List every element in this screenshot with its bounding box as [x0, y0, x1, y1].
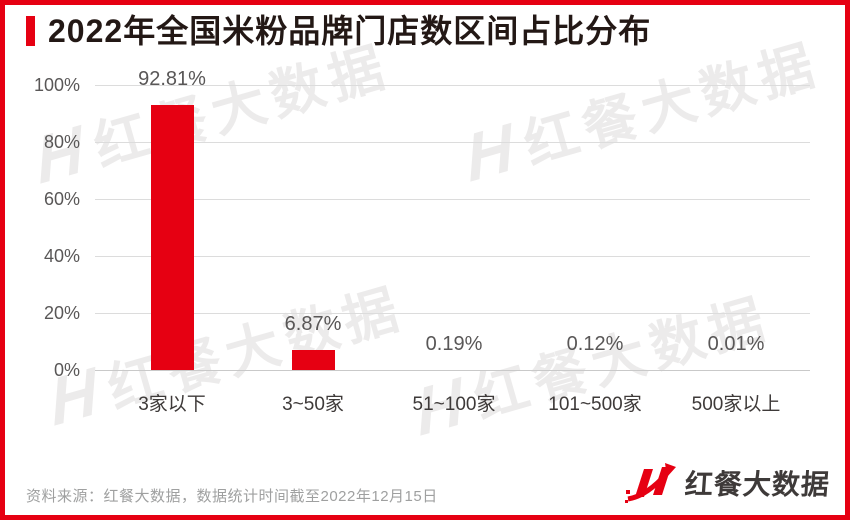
brand-logo: 红餐大数据: [624, 460, 831, 506]
bar-value-label: 0.19%: [425, 333, 483, 355]
bar-value-label: 6.87%: [284, 313, 342, 336]
gridline: [95, 142, 810, 143]
gridline: [95, 199, 810, 200]
bar: [291, 350, 335, 370]
x-axis-category-label: 101~500家: [548, 394, 642, 415]
bar-value-label: 92.81%: [138, 68, 206, 91]
gridline: [95, 370, 810, 371]
gridline: [95, 256, 810, 257]
gridline: [95, 85, 810, 86]
x-axis-category-label: 3家以下: [138, 394, 206, 415]
y-axis-tick-label: 80%: [43, 132, 80, 152]
title-row: 2022年全国米粉品牌门店数区间占比分布: [26, 13, 651, 49]
y-axis-tick-label: 0%: [53, 360, 80, 380]
y-axis-tick-label: 20%: [43, 303, 80, 323]
x-axis-category-label: 500家以上: [691, 394, 781, 415]
y-axis-tick-label: 40%: [43, 246, 80, 266]
x-axis-category-label: 3~50家: [282, 394, 344, 415]
page-title: 2022年全国米粉品牌门店数区间占比分布: [48, 13, 652, 49]
watermark-h-logo: H: [462, 107, 517, 196]
brand-logo-icon: [624, 463, 676, 503]
gridline: [95, 313, 810, 314]
brand-logo-text: 红餐大数据: [683, 469, 831, 500]
title-accent-bar: [26, 16, 35, 46]
y-axis-tick-label: 100%: [33, 75, 80, 95]
bar-value-label: 0.12%: [566, 333, 624, 355]
bar-value-label: 0.01%: [707, 333, 765, 355]
bar: [150, 105, 194, 370]
y-axis-tick-label: 60%: [43, 189, 80, 209]
source-note: 资料来源：红餐大数据，数据统计时间截至2022年12月15日: [26, 488, 438, 505]
x-axis-category-label: 51~100家: [412, 394, 496, 415]
brand-watermark: H 红餐大数据: [406, 274, 778, 450]
